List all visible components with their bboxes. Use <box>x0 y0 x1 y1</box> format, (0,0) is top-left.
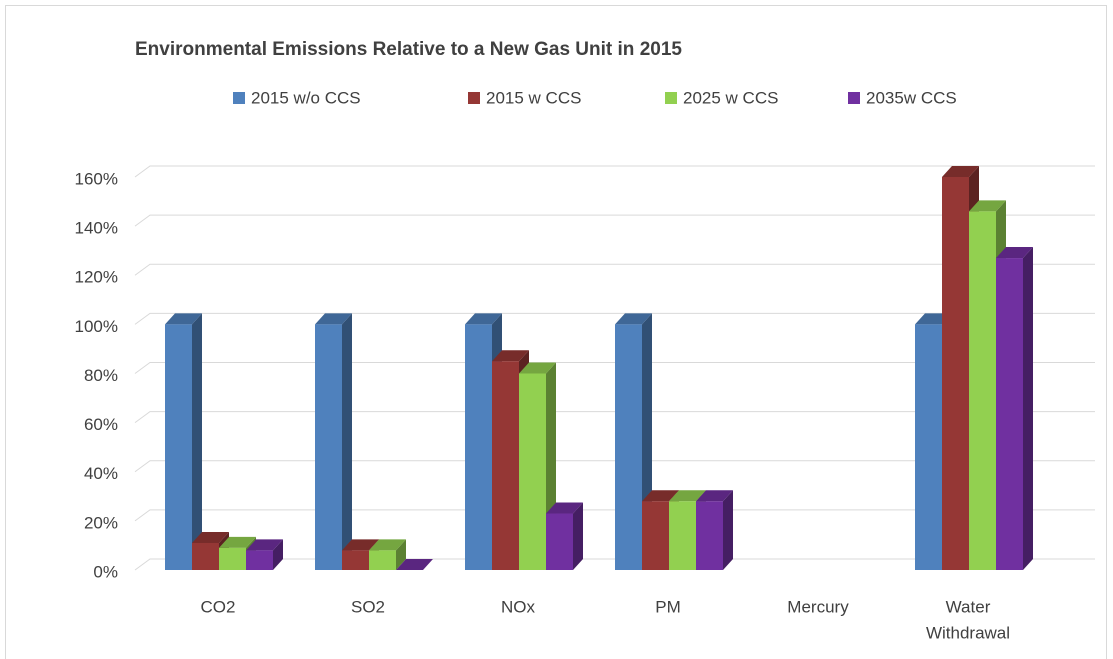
bar-front <box>315 324 342 570</box>
bar <box>396 559 433 570</box>
bar <box>315 313 352 570</box>
bar-front <box>492 361 519 570</box>
bar-top <box>246 539 283 551</box>
bar <box>369 539 406 570</box>
y-tick-label: 0% <box>93 562 118 581</box>
bar-front <box>342 550 369 570</box>
bar-top <box>942 166 979 177</box>
bar-top <box>465 313 502 325</box>
y-tick-label: 100% <box>75 317 118 336</box>
legend-label: 2015 w/o CCS <box>251 88 361 107</box>
bar <box>165 313 202 570</box>
bar-front <box>546 513 573 570</box>
grid-line <box>134 509 1095 522</box>
bar-front <box>615 324 642 570</box>
bar-front <box>942 177 969 570</box>
legend-swatch <box>848 92 860 104</box>
grid-line <box>134 165 1095 178</box>
bar-top <box>669 490 706 502</box>
bar-top <box>696 490 733 502</box>
legend-swatch <box>468 92 480 104</box>
grid-line <box>134 214 1095 227</box>
grid-line <box>134 411 1095 424</box>
bar-top <box>342 539 379 551</box>
y-tick-label: 120% <box>75 268 118 287</box>
bar-front <box>369 550 396 570</box>
x-tick-label: PM <box>655 597 681 616</box>
bar-front <box>642 501 669 570</box>
bar-side <box>192 313 202 570</box>
bar-front <box>519 373 546 570</box>
bar-top <box>369 539 406 551</box>
chart-title: Environmental Emissions Relative to a Ne… <box>135 39 682 60</box>
legend-label: 2015 w CCS <box>486 88 581 107</box>
bar-top <box>219 536 256 548</box>
legend-label: 2035w CCS <box>866 88 957 107</box>
y-tick-label: 80% <box>84 366 118 385</box>
bar-front <box>465 324 492 570</box>
x-tick-label: Mercury <box>787 597 849 616</box>
grid-line <box>134 460 1095 473</box>
y-tick-label: 20% <box>84 513 118 532</box>
y-tick-label: 160% <box>75 169 118 188</box>
bar-front <box>246 550 273 570</box>
x-tick-label: SO2 <box>351 597 385 616</box>
bar <box>246 539 283 570</box>
bar-top <box>396 559 433 570</box>
legend-swatch <box>233 92 245 104</box>
bar-top <box>519 362 556 374</box>
y-tick-label: 60% <box>84 415 118 434</box>
bar-top <box>615 313 652 325</box>
x-tick-label: CO2 <box>201 597 236 616</box>
bar-front <box>669 501 696 570</box>
bar <box>546 502 583 570</box>
legend-label: 2025 w CCS <box>683 88 778 107</box>
x-tick-label: Water <box>946 597 991 616</box>
bar <box>996 247 1033 570</box>
bar-top <box>192 531 229 543</box>
bar-top <box>492 350 529 362</box>
bar-top <box>165 313 202 325</box>
bar-front <box>165 324 192 570</box>
bar-front <box>915 324 942 570</box>
grid-line <box>134 263 1095 276</box>
bar-side <box>273 539 283 570</box>
bar-front <box>192 542 219 570</box>
x-tick-label: Withdrawal <box>926 623 1010 642</box>
bar-side <box>396 539 406 570</box>
y-tick-label: 140% <box>75 219 118 238</box>
legend-swatch <box>665 92 677 104</box>
bar-top <box>315 313 352 325</box>
bar <box>696 490 733 570</box>
y-tick-label: 40% <box>84 464 118 483</box>
bar-side <box>342 313 352 570</box>
bar-front <box>219 547 246 570</box>
bar-front <box>969 211 996 570</box>
bar-top <box>546 502 583 514</box>
grid-line <box>134 558 1095 571</box>
bar <box>519 362 556 570</box>
bar-front <box>696 501 723 570</box>
x-tick-label: NOx <box>501 597 536 616</box>
bar-top <box>969 200 1006 212</box>
bar-front <box>996 258 1023 570</box>
bar-side <box>1023 247 1033 570</box>
grid-line <box>134 362 1095 374</box>
bar-side <box>573 502 583 570</box>
bar-side <box>723 490 733 570</box>
bar-top <box>642 490 679 502</box>
bar-top <box>996 247 1033 259</box>
grid-line <box>134 312 1095 325</box>
